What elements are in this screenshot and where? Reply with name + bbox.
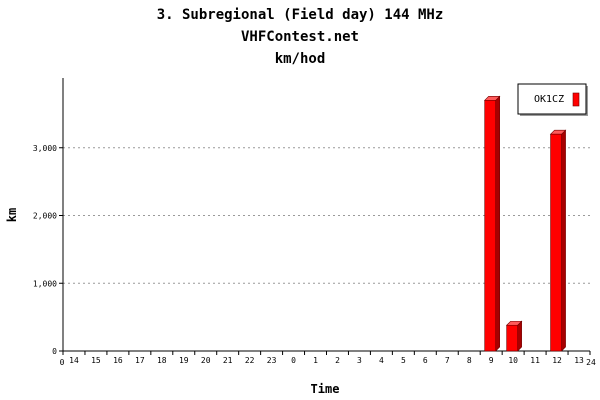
y-tick-label: 3,000: [33, 144, 57, 153]
x-tick-label: 9: [489, 356, 494, 365]
x-tick-label: 6: [423, 356, 428, 365]
x-tick-label: 1: [313, 356, 318, 365]
x-tick-label: 18: [157, 356, 167, 365]
x-tick-label: 3: [357, 356, 362, 365]
x-tick-label: 14: [69, 356, 79, 365]
bar-side: [517, 320, 522, 352]
y-axis-label: km: [5, 208, 19, 222]
chart-subtitle: VHFContest.net: [241, 29, 359, 45]
x-tick-label: 11: [530, 356, 540, 365]
bar: [506, 324, 518, 352]
chart-subtitle-unit: km/hod: [275, 51, 326, 67]
x-axis-start-label: 0: [60, 358, 65, 367]
x-tick-label: 5: [401, 356, 406, 365]
x-tick-label: 8: [467, 356, 472, 365]
x-tick-label: 15: [91, 356, 101, 365]
x-tick-label: 20: [201, 356, 211, 365]
x-tick-label: 4: [379, 356, 384, 365]
bar: [550, 133, 562, 352]
x-tick-label: 0: [291, 356, 296, 365]
bar-side: [561, 129, 566, 352]
x-tick-label: 10: [508, 356, 518, 365]
y-tick-label: 2,000: [33, 212, 57, 221]
x-axis-label: Time: [311, 382, 340, 396]
bar: [484, 100, 496, 352]
x-axis-end-label: 24: [586, 358, 596, 367]
x-tick-label: 19: [179, 356, 189, 365]
bar-side: [495, 95, 500, 352]
x-tick-label: 22: [245, 356, 255, 365]
x-tick-label: 16: [113, 356, 123, 365]
x-tick-label: 2: [335, 356, 340, 365]
x-tick-label: 17: [135, 356, 145, 365]
x-tick-label: 21: [223, 356, 233, 365]
x-tick-label: 12: [552, 356, 562, 365]
x-tick-label: 23: [267, 356, 277, 365]
y-tick-label: 0: [52, 347, 57, 356]
y-tick-label: 1,000: [33, 279, 57, 288]
legend-swatch: [572, 92, 580, 107]
x-tick-label: 7: [445, 356, 450, 365]
x-tick-label: 13: [574, 356, 584, 365]
chart-title: 3. Subregional (Field day) 144 MHz: [157, 7, 444, 23]
legend-label: OK1CZ: [534, 94, 564, 105]
